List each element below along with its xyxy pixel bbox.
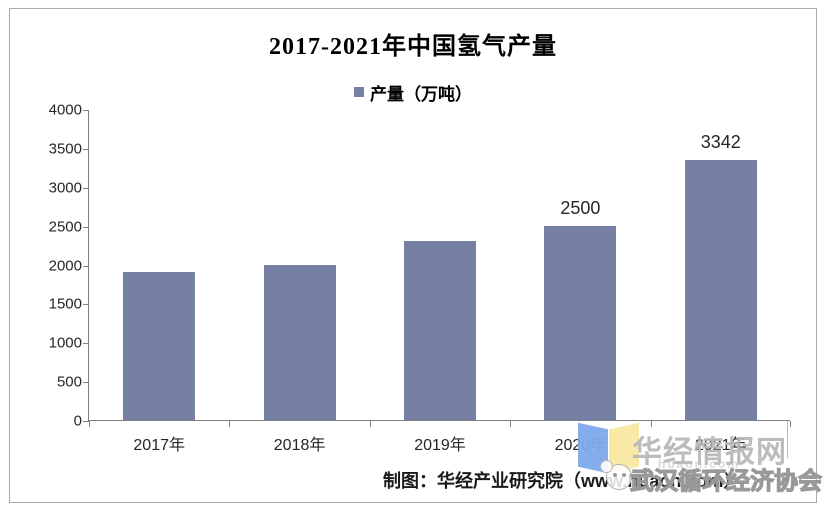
y-tick-label: 3000: [48, 179, 82, 197]
bar: [263, 264, 336, 420]
x-tick-mark: [89, 421, 90, 427]
x-category-label: 2018年: [273, 437, 326, 454]
y-tick-mark: [83, 265, 89, 267]
bar-value-label: 3342: [700, 132, 741, 153]
x-tick-mark: [650, 421, 652, 427]
source-credit: 制图：华经产业研究院（www.huaon.com）: [383, 471, 742, 491]
y-tick-mark: [83, 110, 89, 111]
y-tick-label: 0: [73, 412, 82, 430]
bar-value-label: 2500: [560, 197, 601, 218]
association-seal-icon: [600, 460, 634, 490]
y-tick-mark: [83, 148, 89, 150]
y-tick-mark: [83, 382, 89, 384]
y-tick-mark: [83, 187, 89, 189]
y-tick-label: 2000: [48, 257, 82, 274]
bar: [544, 225, 617, 420]
legend-swatch-icon: [354, 87, 364, 97]
y-tick-label: 1000: [48, 334, 82, 352]
x-tick-mark: [369, 421, 371, 427]
x-category-label: 2017年: [133, 437, 185, 454]
y-tick-mark: [83, 226, 89, 228]
watermark-frame-edge: [787, 421, 788, 458]
x-tick-mark: [510, 421, 512, 427]
plot-area: 2017年2018年2019年25002020年33422021年: [83, 110, 791, 454]
watermark-brand-text: 华经情报网: [632, 436, 787, 469]
watermark-brand-url: huaon.com: [658, 457, 741, 471]
y-axis-labels: 0 500 1000 1500 2000 2500 3000 3500 4000: [28, 102, 82, 430]
x-category-label: 2019年: [414, 437, 466, 454]
y-tick-label: 3500: [48, 140, 82, 158]
y-tick-label: 1500: [48, 295, 82, 313]
legend-label: 产量（万吨）: [370, 84, 472, 104]
x-tick-mark: [790, 421, 791, 427]
chart-title: 2017-2021年中国氢气产量: [269, 34, 557, 60]
watermark-association-text: 武汉循环经济协会: [629, 467, 822, 495]
seal-dot: [613, 473, 617, 477]
y-tick-label: 2500: [48, 218, 82, 236]
y-tick-label: 4000: [48, 101, 82, 119]
y-tick-mark: [83, 304, 89, 306]
seal-dot: [622, 473, 626, 477]
y-tick-label: 500: [56, 373, 82, 391]
y-tick-mark: [83, 421, 89, 422]
y-tick-mark: [83, 343, 89, 345]
bar: [684, 160, 757, 420]
bar: [404, 241, 476, 420]
bar: [123, 272, 196, 420]
chart-legend: 产量（万吨）: [0, 82, 826, 104]
seal-small-circle: [600, 460, 613, 473]
x-tick-mark: [229, 421, 231, 427]
x-category-label: 2021年: [694, 437, 747, 454]
